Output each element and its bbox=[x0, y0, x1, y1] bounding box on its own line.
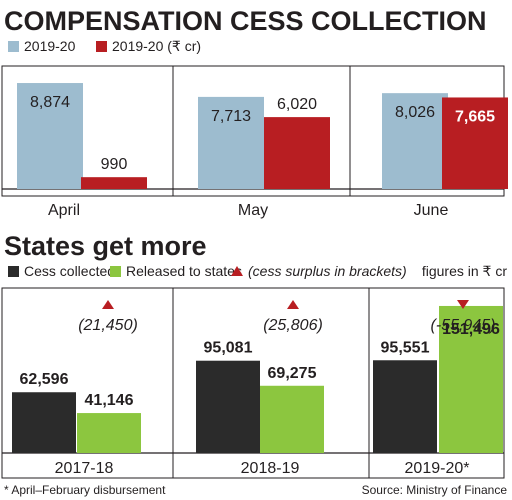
chart1-legend-swatch-1 bbox=[8, 41, 19, 52]
chart1-bar-2-3 bbox=[442, 97, 508, 189]
chart2-value-labels: 62,596 95,081 95,551 41,146 69,275 151,496 bbox=[20, 321, 500, 409]
chart2-value-label-2-2: 69,275 bbox=[268, 365, 317, 382]
chart2-bar-1-2 bbox=[196, 360, 260, 453]
chart1-bar-1-1 bbox=[17, 83, 83, 189]
chart1-value-label-2-2: 6,020 bbox=[277, 96, 317, 113]
chart1-value-label-2-3: 7,665 bbox=[455, 108, 495, 125]
chart2-legend-triangle-icon bbox=[231, 266, 243, 276]
chart2-value-label-1-2: 95,081 bbox=[204, 340, 253, 357]
chart2-surplus-label-3: (-55,945) bbox=[431, 317, 496, 334]
chart2-legend-swatch-2 bbox=[110, 266, 121, 277]
chart2-legend-label-2: Released to states bbox=[126, 263, 242, 279]
chart1-bars bbox=[17, 83, 508, 189]
chart1-legend: 2019-20 2019-20 (₹ cr) bbox=[8, 38, 201, 54]
chart1-legend-swatch-2 bbox=[96, 41, 107, 52]
chart2-legend-swatch-1 bbox=[8, 266, 19, 277]
chart1-legend-label-1: 2019-20 bbox=[24, 38, 76, 54]
chart1-legend-label-2: 2019-20 (₹ cr) bbox=[112, 38, 201, 54]
chart2-bar-1-1 bbox=[12, 392, 76, 453]
footer-source: Source: Ministry of Finance bbox=[362, 483, 508, 497]
chart2-category-label-3: 2019-20* bbox=[405, 460, 470, 477]
surplus-down-triangle-icon-3 bbox=[457, 300, 469, 309]
chart2-units-note: figures in ₹ cr bbox=[422, 263, 507, 279]
chart2-value-label-2-3: 151,496 bbox=[442, 321, 500, 338]
chart2-surplus-label-1: (21,450) bbox=[78, 317, 138, 334]
chart1-category-labels: April May June bbox=[48, 202, 448, 219]
chart2-category-labels: 2017-18 2018-19 2019-20* bbox=[55, 460, 470, 477]
chart1-value-label-1-2: 7,713 bbox=[211, 108, 251, 125]
chart2-bar-2-2 bbox=[260, 385, 324, 453]
chart1-bar-1-2 bbox=[198, 96, 264, 189]
chart2-bars bbox=[12, 305, 503, 453]
chart1-category-label-2: May bbox=[238, 202, 268, 219]
surplus-up-triangle-icon-1 bbox=[102, 300, 114, 309]
chart2-category-label-1: 2017-18 bbox=[55, 460, 114, 477]
chart1-bar-2-1 bbox=[81, 177, 147, 189]
chart1-value-labels: 8,874 7,713 8,026 990 6,020 7,665 bbox=[30, 94, 495, 173]
footer-note: * April–February disbursement bbox=[4, 483, 166, 497]
chart2-panel-3 bbox=[368, 287, 505, 479]
surplus-up-triangle-icon-2 bbox=[287, 300, 299, 309]
chart2-surplus-label-2: (25,806) bbox=[263, 317, 323, 334]
chart1-category-label-1: April bbox=[48, 202, 80, 219]
chart1-bar-1-3 bbox=[382, 93, 448, 189]
chart2-legend-surplus-note: (cess surplus in brackets) bbox=[248, 263, 407, 279]
chart2-bar-2-1 bbox=[77, 413, 141, 453]
chart1-value-label-1-1: 8,874 bbox=[30, 94, 70, 111]
chart2-title: States get more bbox=[4, 231, 207, 261]
chart2-bar-2-3 bbox=[439, 305, 503, 453]
chart2-bar-1-3 bbox=[373, 360, 437, 453]
chart1-bar-2-2 bbox=[264, 117, 330, 189]
chart1-value-label-1-3: 8,026 bbox=[395, 104, 435, 121]
chart2-surplus-markers: (21,450) (25,806) (-55,945) bbox=[78, 300, 495, 334]
chart2-legend-label-1: Cess collected bbox=[24, 263, 115, 279]
chart1-value-label-2-1: 990 bbox=[101, 156, 128, 173]
chart2-legend: Cess collected Released to states (cess … bbox=[8, 263, 507, 279]
chart2-category-label-2: 2018-19 bbox=[241, 460, 300, 477]
chart2-value-label-1-3: 95,551 bbox=[381, 339, 430, 356]
chart2-value-label-1-1: 62,596 bbox=[20, 371, 69, 388]
chart2-value-label-2-1: 41,146 bbox=[85, 392, 134, 409]
chart1-category-label-3: June bbox=[414, 202, 449, 219]
chart1-title: COMPENSATION CESS COLLECTION bbox=[4, 6, 487, 36]
